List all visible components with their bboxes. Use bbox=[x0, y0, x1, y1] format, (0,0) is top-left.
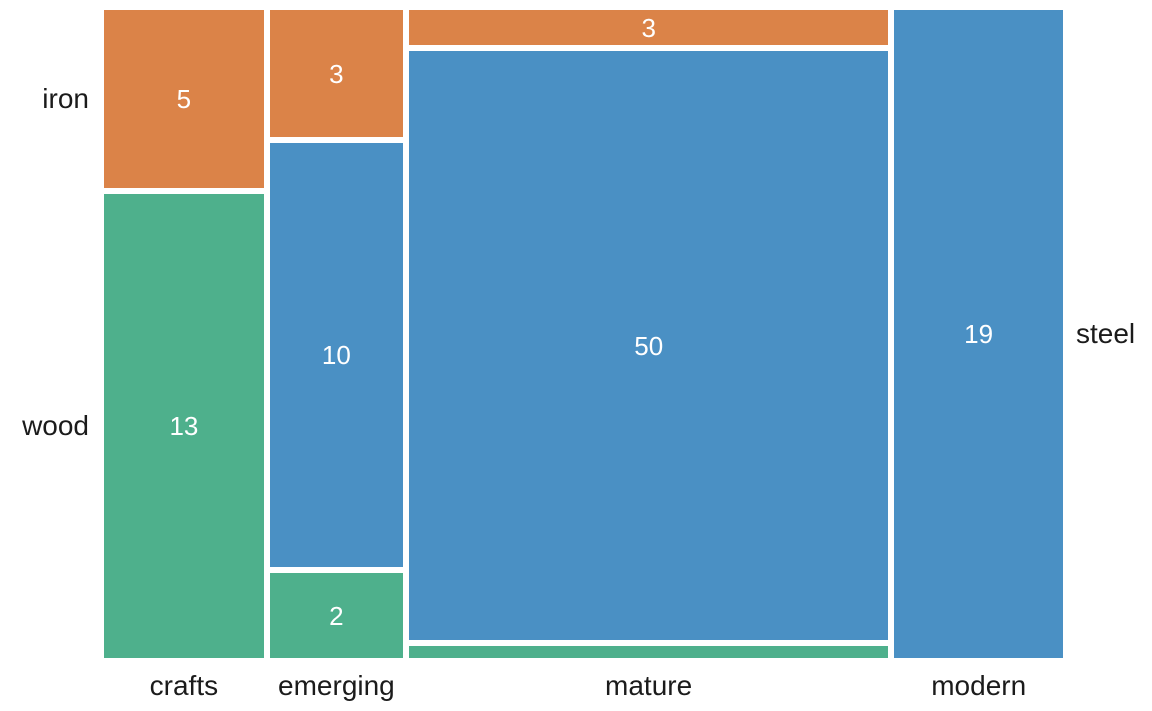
row-label-wood: wood bbox=[22, 410, 89, 442]
mosaic-cell-mature-steel: 50 bbox=[409, 51, 889, 641]
row-label-iron: iron bbox=[42, 83, 89, 115]
x-axis-label-crafts: crafts bbox=[149, 670, 219, 701]
cell-value-label: 5 bbox=[176, 84, 192, 115]
cell-value-label: 13 bbox=[169, 411, 199, 442]
x-axis-label-mature: mature bbox=[605, 670, 693, 701]
mosaic-cell-mature-wood bbox=[409, 646, 889, 658]
mosaic-cell-crafts-iron: 5 bbox=[104, 10, 264, 189]
mosaic-cell-emerging-wood: 2 bbox=[269, 573, 403, 658]
cell-value-label: 3 bbox=[329, 58, 344, 89]
cell-value-label: 19 bbox=[964, 319, 994, 349]
cell-value-label: 50 bbox=[634, 330, 664, 361]
x-axis-label-emerging: emerging bbox=[278, 670, 395, 701]
mosaic-cell-crafts-wood: 13 bbox=[104, 194, 264, 658]
mosaic-cell-mature-iron: 3 bbox=[409, 10, 889, 46]
cell-value-label: 2 bbox=[329, 600, 344, 631]
mosaic-cell-modern-steel: 19 bbox=[894, 10, 1063, 658]
mosaic-cell-emerging-iron: 3 bbox=[269, 10, 403, 138]
mosaic-cell-emerging-steel: 10 bbox=[269, 143, 403, 568]
cell-value-label: 10 bbox=[321, 340, 351, 371]
cell-value-label: 3 bbox=[641, 12, 656, 43]
row-label-steel: steel bbox=[1076, 318, 1136, 349]
x-axis-label-modern: modern bbox=[931, 670, 1027, 701]
